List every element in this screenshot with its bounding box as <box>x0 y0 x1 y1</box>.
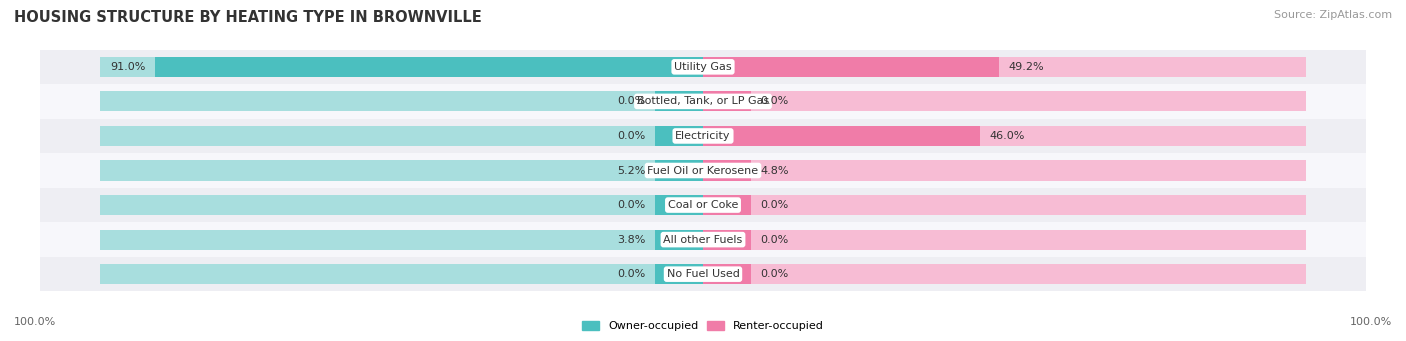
Text: Coal or Coke: Coal or Coke <box>668 200 738 210</box>
Bar <box>655 264 703 284</box>
Bar <box>703 126 1306 146</box>
Text: Source: ZipAtlas.com: Source: ZipAtlas.com <box>1274 10 1392 20</box>
Bar <box>703 57 1306 77</box>
Bar <box>703 195 751 215</box>
Bar <box>100 91 703 112</box>
Bar <box>703 126 980 146</box>
Text: No Fuel Used: No Fuel Used <box>666 269 740 279</box>
Text: Utility Gas: Utility Gas <box>675 62 731 72</box>
Bar <box>703 229 1306 250</box>
Text: 46.0%: 46.0% <box>990 131 1025 141</box>
Bar <box>155 57 703 77</box>
Text: Bottled, Tank, or LP Gas: Bottled, Tank, or LP Gas <box>637 97 769 106</box>
Text: 0.0%: 0.0% <box>761 235 789 244</box>
Bar <box>41 222 1365 257</box>
Text: 0.0%: 0.0% <box>761 97 789 106</box>
Bar <box>703 91 1306 112</box>
Bar <box>655 126 703 146</box>
Bar <box>703 229 751 250</box>
Bar <box>100 195 703 215</box>
Text: 5.2%: 5.2% <box>617 165 645 176</box>
Text: 0.0%: 0.0% <box>761 269 789 279</box>
Bar <box>41 49 1365 84</box>
Text: 0.0%: 0.0% <box>617 269 645 279</box>
Text: 0.0%: 0.0% <box>617 131 645 141</box>
Text: All other Fuels: All other Fuels <box>664 235 742 244</box>
Text: 100.0%: 100.0% <box>1350 317 1392 327</box>
Text: 100.0%: 100.0% <box>14 317 56 327</box>
Bar <box>100 161 703 180</box>
Bar <box>100 57 703 77</box>
Text: 91.0%: 91.0% <box>110 62 146 72</box>
Bar <box>703 91 751 112</box>
Bar <box>41 84 1365 119</box>
Bar <box>703 264 1306 284</box>
Text: 0.0%: 0.0% <box>617 200 645 210</box>
Bar <box>41 153 1365 188</box>
Bar <box>655 229 703 250</box>
Bar <box>100 126 703 146</box>
Bar <box>703 195 1306 215</box>
Legend: Owner-occupied, Renter-occupied: Owner-occupied, Renter-occupied <box>578 316 828 336</box>
Bar <box>41 188 1365 222</box>
Text: HOUSING STRUCTURE BY HEATING TYPE IN BROWNVILLE: HOUSING STRUCTURE BY HEATING TYPE IN BRO… <box>14 10 482 25</box>
Bar <box>703 264 751 284</box>
Text: 49.2%: 49.2% <box>1008 62 1045 72</box>
Bar <box>41 257 1365 292</box>
Bar <box>703 161 1306 180</box>
Text: 3.8%: 3.8% <box>617 235 645 244</box>
Bar <box>703 57 1000 77</box>
Bar <box>41 119 1365 153</box>
Bar <box>703 161 751 180</box>
Bar <box>100 229 703 250</box>
Text: 0.0%: 0.0% <box>761 200 789 210</box>
Text: Fuel Oil or Kerosene: Fuel Oil or Kerosene <box>647 165 759 176</box>
Text: 0.0%: 0.0% <box>617 97 645 106</box>
Text: 4.8%: 4.8% <box>761 165 789 176</box>
Bar <box>655 195 703 215</box>
Text: Electricity: Electricity <box>675 131 731 141</box>
Bar <box>655 91 703 112</box>
Bar <box>655 161 703 180</box>
Bar <box>100 264 703 284</box>
